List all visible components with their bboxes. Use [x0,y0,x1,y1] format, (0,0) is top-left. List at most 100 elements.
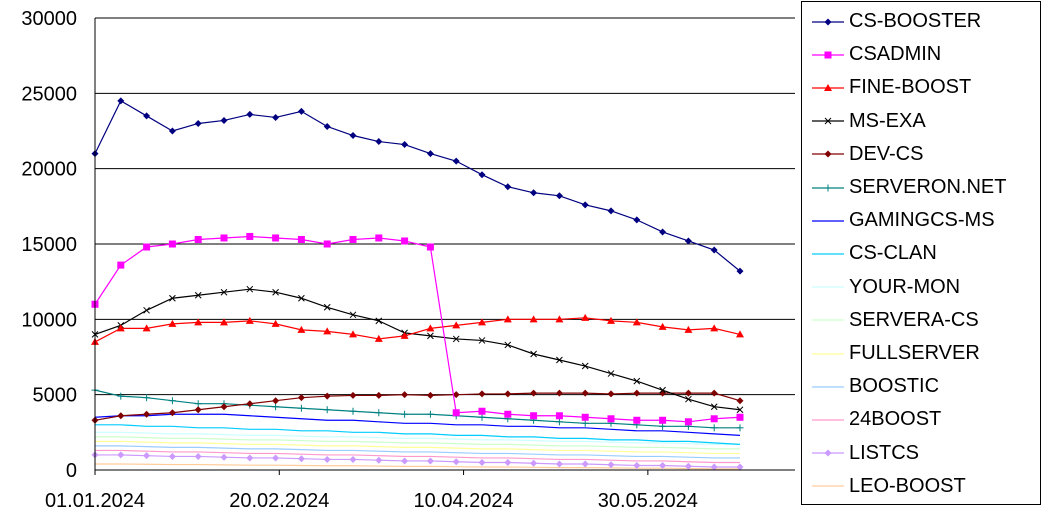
legend-marker [824,117,832,125]
legend-label: SERVERA-CS [849,308,979,331]
legend-label: MS-EXA [849,109,926,132]
data-point [220,318,228,326]
data-point [478,337,486,344]
series-line [95,436,740,450]
legend-swatch [812,18,844,25]
data-point [426,457,434,465]
series-line [95,440,740,455]
y-tick-label: 30000 [21,8,77,30]
data-point [375,317,383,325]
data-point [297,404,305,412]
series-line [95,445,740,459]
series-line [95,431,740,445]
data-point [323,327,332,335]
data-point [555,460,563,468]
data-point [297,325,306,333]
series-fullserver [95,440,740,455]
legend-item-gamingcs-ms: GAMINGCS-MS [812,204,995,237]
data-point [117,412,125,420]
data-point [271,319,280,327]
series-line [94,392,741,421]
data-point [556,356,563,364]
data-point [272,397,280,405]
data-point [168,319,177,327]
series-24boost [95,449,740,464]
data-point [401,410,409,418]
data-point [426,150,434,158]
y-tick-label: 20000 [21,159,77,181]
data-point [375,234,383,242]
legend-item-serveron-net: SERVERON.NET [812,171,1006,204]
data-point [684,462,692,470]
legend-label: 24BOOST [849,408,942,431]
data-point [478,318,486,326]
data-point [168,452,176,460]
data-point [478,390,486,398]
data-point [426,243,434,251]
data-point [684,325,693,333]
series-line [95,424,741,445]
data-point [581,313,590,321]
data-point [684,389,692,397]
data-point [168,409,176,417]
legend-label: GAMINGCS-MS [849,209,995,232]
series-line [94,317,741,343]
data-point [272,234,280,242]
data-point [374,334,383,342]
legend-item-listcs: LISTCS [812,437,919,470]
data-point [297,235,305,243]
series-line [95,454,740,468]
data-point [349,235,357,243]
series-servera-cs [95,436,740,450]
data-point [297,107,305,115]
data-point [478,407,486,415]
data-point [272,403,280,411]
legend-item-ms-exa: MS-EXA [812,105,926,138]
legend-label: YOUR-MON [849,275,961,298]
series-your-mon [95,431,740,445]
x-tick-label: 20.02.2024 [229,490,329,512]
x-tick-label: 30.05.2024 [598,490,698,512]
series-dev-cs [91,389,744,424]
legend-swatch [812,253,844,255]
data-point [349,391,357,399]
data-point [684,418,692,426]
data-point [684,237,692,245]
legend-item-boostic: BOOSTIC [812,370,939,403]
data-point [400,331,409,339]
data-point [245,316,254,324]
data-point [478,458,486,466]
legend-swatch [812,220,844,222]
data-point [659,386,666,394]
series-line [94,235,741,423]
x-tick-label: 01.01.2024 [45,490,145,512]
data-point [736,424,744,432]
data-point [143,306,150,314]
data-point [168,240,176,248]
data-point [710,424,718,432]
data-point [323,392,331,400]
data-point [581,460,589,468]
data-point [194,318,203,326]
data-point [401,141,409,149]
data-point [736,267,744,275]
legend-label: CSADMIN [849,43,942,66]
data-point [607,415,615,423]
data-point [530,459,538,467]
legend-swatch [812,51,844,59]
series-csadmin [91,232,744,426]
series-line [95,449,740,464]
data-point [504,390,512,398]
legend-label: BOOSTIC [849,375,940,398]
y-tick-labels: 0 5000 10000 15000 20000 25000 30000 [21,8,77,482]
data-point [246,232,254,240]
legend-marker [824,150,832,158]
data-point [401,457,409,465]
series-cs-booster [91,97,744,275]
legend-label: DEV-CS [849,142,924,165]
data-point [736,413,744,421]
data-point [632,318,641,326]
data-point [168,127,176,135]
data-point [323,406,331,414]
y-tick-label: 25000 [21,83,77,105]
